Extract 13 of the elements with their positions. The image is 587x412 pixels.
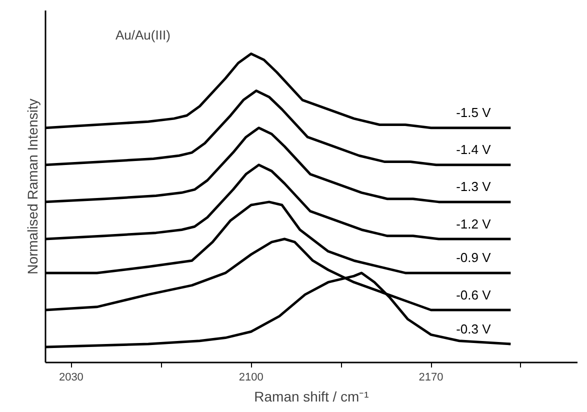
series-label: -0.9 V <box>456 250 492 266</box>
y-axis-title: Normalised Raman Intensity <box>24 98 40 274</box>
series-label: -1.5 V <box>456 105 492 120</box>
x-tick-label: 2030 <box>58 372 84 384</box>
x-tick-label: 2100 <box>238 372 264 384</box>
x-axis-title: Raman shift / cm⁻¹ <box>254 388 370 404</box>
series-label: -0.6 V <box>456 287 492 302</box>
series-label: -1.2 V <box>456 216 492 232</box>
series-label: -1.4 V <box>456 142 492 158</box>
series-label: -1.3 V <box>456 179 492 194</box>
x-tick-label: 2170 <box>418 372 444 384</box>
text: Au/Au(III) <box>116 28 170 42</box>
series-label: -0.3 V <box>456 321 492 336</box>
